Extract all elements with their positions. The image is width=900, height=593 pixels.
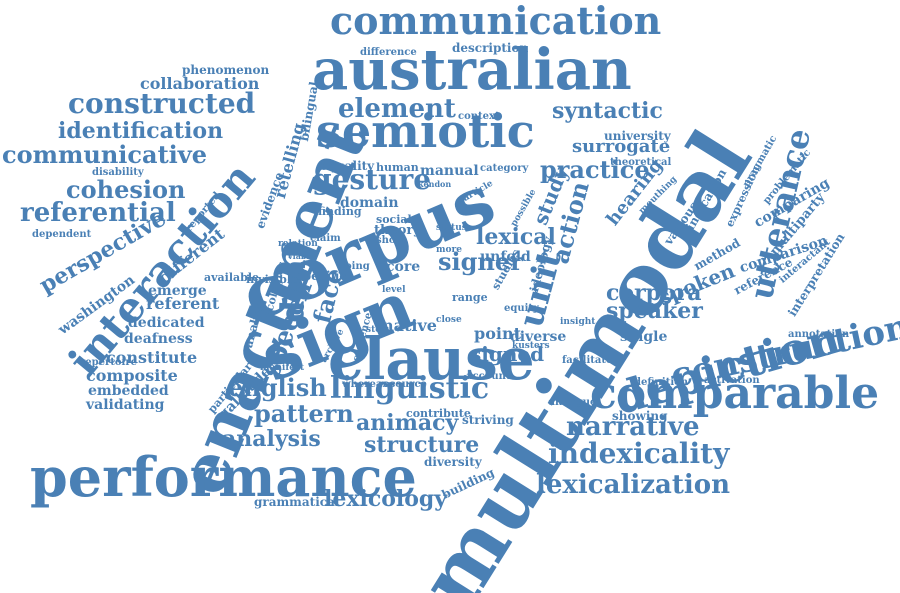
cloud-word-communication: communication [330, 0, 662, 43]
cloud-word-activation: activation [704, 375, 760, 386]
cloud-word-lexicology: lexicology [324, 486, 448, 512]
cloud-word-semiotic: semiotic [316, 104, 535, 158]
cloud-word-manual: manual [420, 163, 479, 179]
cloud-word-indexicality: indexicality [548, 437, 730, 470]
cloud-word-structure: structure [364, 432, 480, 458]
cloud-word-diversity: diversity [424, 455, 482, 469]
cloud-word-status: status [436, 223, 467, 233]
cloud-word-clause: clause [328, 325, 535, 393]
cloud-word-range: range [452, 291, 488, 304]
cloud-word-theoretical: theoretical [610, 157, 672, 168]
cloud-word-university: university [604, 129, 671, 143]
cloud-word-english: english [228, 373, 327, 402]
cloud-word-diverse: diverse [510, 329, 567, 345]
cloud-word-signer: signer [438, 247, 523, 276]
cloud-word-australian: australian [312, 37, 632, 103]
cloud-word-category: category [480, 163, 529, 174]
cloud-word-resource: resource [378, 379, 427, 390]
cloud-word-viable: viable [288, 251, 315, 261]
cloud-word-relation: relation [278, 239, 318, 249]
cloud-word-available: available [204, 271, 259, 284]
cloud-word-annotation: annotation [788, 329, 850, 340]
cloud-word-definition: definition [634, 377, 689, 388]
cloud-word-identification: identification [58, 118, 224, 144]
cloud-word-unfold: unfold [480, 249, 531, 265]
cloud-word-emerge: emerge [148, 283, 207, 299]
cloud-word-claim: claim [310, 233, 341, 244]
cloud-word-comparable: comparable [590, 368, 880, 419]
cloud-word-lexical: lexical [476, 224, 556, 250]
cloud-word-core: core [386, 259, 421, 275]
cloud-word-speaker: speaker [606, 298, 703, 324]
cloud-word-phenomenon: phenomenon [182, 63, 270, 77]
cloud-word-difference: difference [360, 47, 417, 58]
cloud-word-invisible: invisible [246, 273, 298, 286]
cloud-word-referent: referent [146, 294, 220, 313]
cloud-word-repertoire: repertoire [80, 357, 137, 368]
cloud-word-native: native [382, 316, 437, 335]
cloud-word-performance: performance [30, 445, 417, 509]
cloud-word-surrogate: surrogate [572, 136, 671, 157]
cloud-word-constitute: constitute [106, 348, 198, 367]
cloud-word-more: more [436, 245, 462, 255]
cloud-word-facilitate: facilitate [562, 355, 613, 366]
cloud-word-equity: equity [504, 303, 539, 314]
cloud-word-single: single [620, 329, 668, 345]
cloud-word-context: context [458, 111, 500, 122]
cloud-word-narrative: narrative [566, 412, 700, 442]
cloud-word-gesture: gesture [312, 163, 432, 196]
cloud-word-point: point [474, 324, 521, 343]
cloud-word-element: element [338, 94, 456, 124]
cloud-word-striving: striving [462, 413, 514, 427]
cloud-word-grammatical: grammatical [254, 495, 340, 509]
cloud-word-whereas: whereas [342, 379, 388, 390]
cloud-word-dialogue: dialogue [548, 397, 597, 408]
cloud-word-disability: disability [92, 167, 144, 178]
cloud-word-embedded: embedded [88, 383, 169, 399]
cloud-word-show: show [376, 235, 405, 246]
cloud-word-constructed: constructed [68, 87, 256, 120]
cloud-word-syntactic: syntactic [552, 98, 663, 124]
cloud-word-corpora: corpora [606, 280, 702, 306]
cloud-word-close: close [436, 315, 462, 325]
cloud-word-contribute: contribute [406, 407, 471, 420]
cloud-word-analysis: analysis [222, 426, 321, 452]
cloud-word-showing: showing [612, 409, 668, 423]
cloud-word-practice: practice [540, 155, 650, 184]
cloud-word-domain: domain [340, 195, 399, 211]
cloud-word-linguistic: linguistic [330, 371, 490, 406]
cloud-word-referential: referential [20, 198, 176, 228]
cloud-word-manifest: manifest [260, 363, 305, 373]
cloud-word-equality: equality [320, 159, 375, 173]
cloud-word-dedicated: dedicated [128, 315, 205, 331]
cloud-word-pattern: pattern [254, 399, 354, 428]
cloud-word-kusters: kusters [512, 341, 550, 351]
cloud-word-cohesion: cohesion [66, 175, 186, 204]
cloud-word-social: social [376, 213, 412, 226]
cloud-word-theory: theory [374, 223, 421, 238]
cloud-word-deafness: deafness [124, 331, 193, 347]
cloud-word-doing: doing [338, 261, 370, 272]
cloud-word-insight: insight [560, 317, 596, 327]
cloud-word-account: account [466, 371, 511, 382]
cloud-word-description: description [452, 41, 529, 55]
cloud-word-lexicalization: lexicalization [536, 470, 730, 500]
cloud-word-signed: signed [470, 342, 545, 366]
cloud-word-level: level [382, 285, 406, 295]
cloud-word-specific: specific [296, 269, 347, 283]
cloud-word-kendon: kendon [418, 179, 452, 189]
cloud-word-animacy: animacy [356, 410, 459, 436]
cloud-word-story: story [366, 325, 392, 335]
cloud-word-validating: validating [86, 397, 165, 413]
cloud-word-human: human [376, 161, 419, 174]
cloud-word-collaboration: collaboration [140, 74, 260, 93]
cloud-word-finding: finding [318, 205, 362, 218]
cloud-word-dependent: dependent [32, 229, 92, 240]
cloud-word-communicative: communicative [2, 140, 208, 169]
cloud-word-composite: composite [86, 366, 178, 385]
